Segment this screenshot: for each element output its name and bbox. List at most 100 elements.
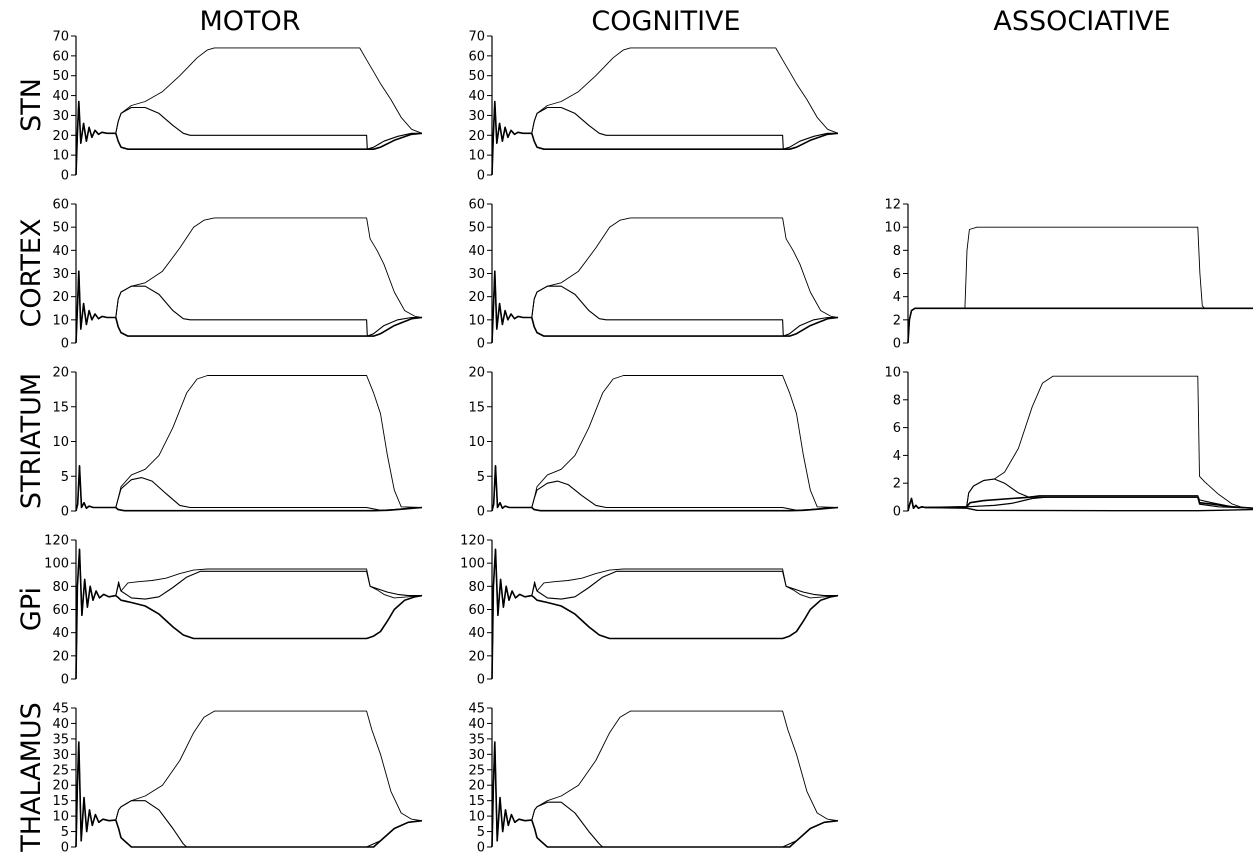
y-tick-label-cortex-associative: 0 [893, 337, 901, 352]
y-tick-label-stn-cognitive: 50 [468, 69, 485, 84]
y-tick-label-thalamus-motor: 15 [52, 794, 69, 809]
y-tick-label-cortex-motor: 0 [61, 337, 69, 352]
y-tick-label-gpi-motor: 80 [52, 580, 69, 595]
series-line-stn-motor-2 [75, 100, 422, 176]
y-tick-label-striatum-associative: 10 [884, 366, 901, 381]
panel-cortex-cognitive: 0 10 20 30 40 50 60 [468, 198, 839, 352]
row-label-stn: STN [16, 78, 47, 132]
row-label-cortex: CORTEX [16, 219, 47, 328]
series-line-cortex-cognitive-1 [491, 217, 839, 344]
y-tick-label-cortex-motor: 50 [52, 221, 69, 236]
y-tick-label-striatum-cognitive: 15 [468, 400, 485, 415]
y-tick-label-cortex-cognitive: 10 [468, 313, 485, 328]
y-tick-label-cortex-associative: 10 [884, 221, 901, 236]
y-tick-label-cortex-cognitive: 60 [468, 198, 485, 213]
series-line-cortex-cognitive-3 [491, 270, 839, 344]
row-label-thalamus: THALAMUS [16, 702, 47, 853]
series-line-striatum-associative-5 [907, 497, 1253, 512]
series-line-cortex-motor-2 [75, 270, 422, 344]
series-line-striatum-motor-1 [75, 375, 423, 512]
series-line-thalamus-cognitive-2 [491, 741, 839, 848]
y-tick-label-striatum-cognitive: 10 [468, 435, 485, 450]
series-line-gpi-motor-3 [75, 548, 423, 680]
y-tick-label-thalamus-motor: 25 [52, 763, 69, 778]
series-line-thalamus-motor-3 [75, 741, 423, 848]
y-tick-label-cortex-motor: 20 [52, 290, 69, 305]
y-tick-label-cortex-cognitive: 0 [477, 337, 485, 352]
y-tick-label-gpi-cognitive: 60 [468, 603, 485, 618]
y-tick-label-striatum-associative: 0 [893, 505, 901, 520]
y-tick-label-stn-motor: 0 [61, 169, 69, 184]
y-tick-label-stn-cognitive: 60 [468, 49, 485, 64]
y-tick-label-gpi-cognitive: 120 [460, 534, 485, 549]
series-line-striatum-associative-1 [907, 375, 1253, 512]
y-tick-label-gpi-motor: 100 [44, 557, 69, 572]
y-tick-label-cortex-cognitive: 40 [468, 244, 485, 259]
panel-stn-motor: 0 10 20 30 40 50 60 70 [52, 30, 423, 184]
y-tick-label-cortex-motor: 40 [52, 244, 69, 259]
y-tick-label-thalamus-motor: 40 [52, 717, 69, 732]
series-line-cortex-motor-1 [75, 217, 423, 344]
series-line-cortex-associative-2 [907, 307, 1253, 344]
panel-cortex-motor: 0 10 20 30 40 50 60 [52, 198, 423, 352]
series-line-striatum-motor-2 [75, 465, 423, 512]
y-tick-label-stn-motor: 30 [52, 109, 69, 124]
y-tick-label-stn-motor: 20 [52, 129, 69, 144]
y-tick-label-striatum-cognitive: 5 [477, 470, 485, 485]
series-line-gpi-motor-1 [75, 548, 423, 680]
y-tick-label-thalamus-cognitive: 40 [468, 717, 485, 732]
y-tick-label-thalamus-cognitive: 0 [477, 841, 485, 856]
series-line-striatum-motor-3 [75, 464, 423, 512]
y-tick-label-cortex-associative: 12 [884, 198, 901, 213]
y-tick-label-stn-motor: 70 [52, 30, 69, 45]
series-line-gpi-cognitive-1 [491, 548, 839, 680]
series-line-striatum-cognitive-1 [491, 375, 839, 512]
series-line-gpi-cognitive-3 [491, 548, 839, 680]
y-tick-label-thalamus-cognitive: 35 [468, 732, 485, 747]
y-tick-label-thalamus-motor: 30 [52, 748, 69, 763]
y-tick-label-cortex-cognitive: 30 [468, 267, 485, 282]
series-line-thalamus-cognitive-3 [491, 741, 839, 848]
y-tick-label-stn-cognitive: 10 [468, 149, 485, 164]
y-tick-label-thalamus-cognitive: 45 [468, 702, 485, 717]
panel-striatum-associative: 0 2 4 6 8 10 [884, 366, 1253, 520]
y-tick-label-stn-cognitive: 70 [468, 30, 485, 45]
y-tick-label-cortex-associative: 4 [893, 290, 901, 305]
y-tick-label-cortex-cognitive: 20 [468, 290, 485, 305]
panel-grid: 0102030405060700102030405060700102030405… [44, 30, 1253, 856]
y-tick-label-striatum-motor: 0 [61, 505, 69, 520]
series-line-striatum-cognitive-2 [491, 465, 839, 512]
y-tick-label-gpi-motor: 120 [44, 534, 69, 549]
y-tick-label-striatum-motor: 20 [52, 366, 69, 381]
column-title-associative: ASSOCIATIVE [993, 6, 1170, 37]
series-line-thalamus-cognitive-1 [491, 710, 839, 848]
y-tick-label-thalamus-motor: 0 [61, 841, 69, 856]
y-tick-label-stn-cognitive: 20 [468, 129, 485, 144]
y-tick-label-cortex-motor: 10 [52, 313, 69, 328]
y-tick-label-striatum-associative: 4 [893, 449, 901, 464]
series-line-thalamus-motor-2 [75, 741, 423, 848]
series-line-thalamus-motor-1 [75, 710, 423, 848]
y-tick-label-striatum-associative: 2 [893, 477, 901, 492]
y-tick-label-gpi-cognitive: 0 [477, 673, 485, 688]
y-tick-label-striatum-cognitive: 20 [468, 366, 485, 381]
series-line-stn-cognitive-3 [491, 100, 839, 176]
y-tick-label-gpi-motor: 60 [52, 603, 69, 618]
y-tick-label-cortex-associative: 2 [893, 313, 901, 328]
y-tick-label-striatum-associative: 6 [893, 421, 901, 436]
y-tick-label-stn-cognitive: 0 [477, 169, 485, 184]
series-line-stn-motor-1 [75, 47, 423, 176]
y-tick-label-gpi-cognitive: 80 [468, 580, 485, 595]
y-tick-label-gpi-motor: 40 [52, 626, 69, 641]
y-tick-label-thalamus-cognitive: 30 [468, 748, 485, 763]
y-tick-label-thalamus-cognitive: 15 [468, 794, 485, 809]
panel-gpi-cognitive: 0 20 40 60 80 100 120 [460, 534, 839, 688]
row-label-striatum: STRIATUM [16, 373, 47, 509]
series-line-stn-cognitive-1 [491, 47, 839, 176]
y-tick-label-cortex-associative: 8 [893, 244, 901, 259]
y-tick-label-thalamus-motor: 20 [52, 779, 69, 794]
y-tick-label-cortex-associative: 6 [893, 267, 901, 282]
